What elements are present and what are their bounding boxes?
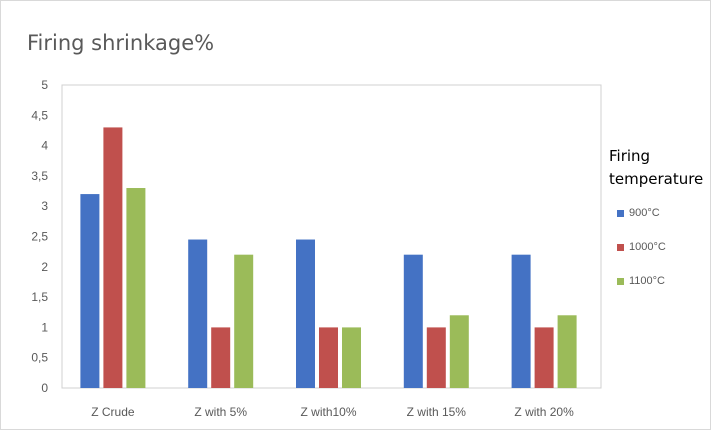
- bar: [449, 315, 469, 388]
- legend-label: 900°C: [629, 207, 660, 219]
- y-tick-label: 4,5: [31, 108, 48, 122]
- bar: [557, 315, 577, 388]
- y-tick-label: 0,5: [31, 351, 48, 365]
- y-tick-label: 1,5: [31, 290, 48, 304]
- legend-item: 1000°C: [617, 241, 666, 253]
- x-tick-label: Z Crude: [91, 405, 135, 419]
- bar: [296, 239, 315, 388]
- bar: [126, 188, 146, 388]
- x-tick-label: Z with 20%: [514, 405, 574, 419]
- bar: [342, 327, 361, 388]
- y-tick-label: 1: [41, 320, 48, 334]
- y-tick-label: 2: [41, 260, 48, 274]
- legend-label: 1000°C: [629, 241, 666, 253]
- y-tick-label: 5: [41, 78, 48, 92]
- legend-item: 900°C: [617, 207, 660, 219]
- bar: [426, 327, 446, 388]
- bar: [103, 127, 123, 389]
- bar: [80, 194, 100, 388]
- y-tick-label: 3,5: [31, 169, 48, 183]
- legend-item: 1100°C: [617, 275, 665, 287]
- bar: [188, 239, 208, 388]
- legend-swatch: [617, 278, 624, 285]
- legend-label: 1100°C: [629, 275, 665, 287]
- bar: [534, 327, 554, 388]
- x-tick-label: Z with 15%: [407, 405, 467, 419]
- y-tick-label: 2,5: [31, 230, 48, 244]
- bar: [403, 254, 423, 388]
- y-tick-label: 4: [41, 139, 48, 153]
- legend-swatch: [617, 244, 624, 251]
- bar: [211, 327, 231, 388]
- x-tick-label: Z with 5%: [194, 405, 247, 419]
- chart-title: Firing shrinkage%: [27, 31, 215, 55]
- legend-swatch: [617, 210, 624, 217]
- bar: [511, 254, 531, 388]
- bar: [234, 254, 254, 388]
- x-tick-label: Z with10%: [300, 405, 356, 419]
- legend-title: Firing temperature: [609, 147, 704, 188]
- y-tick-label: 3: [41, 199, 48, 213]
- y-tick-label: 0: [41, 381, 48, 395]
- bar: [319, 327, 338, 388]
